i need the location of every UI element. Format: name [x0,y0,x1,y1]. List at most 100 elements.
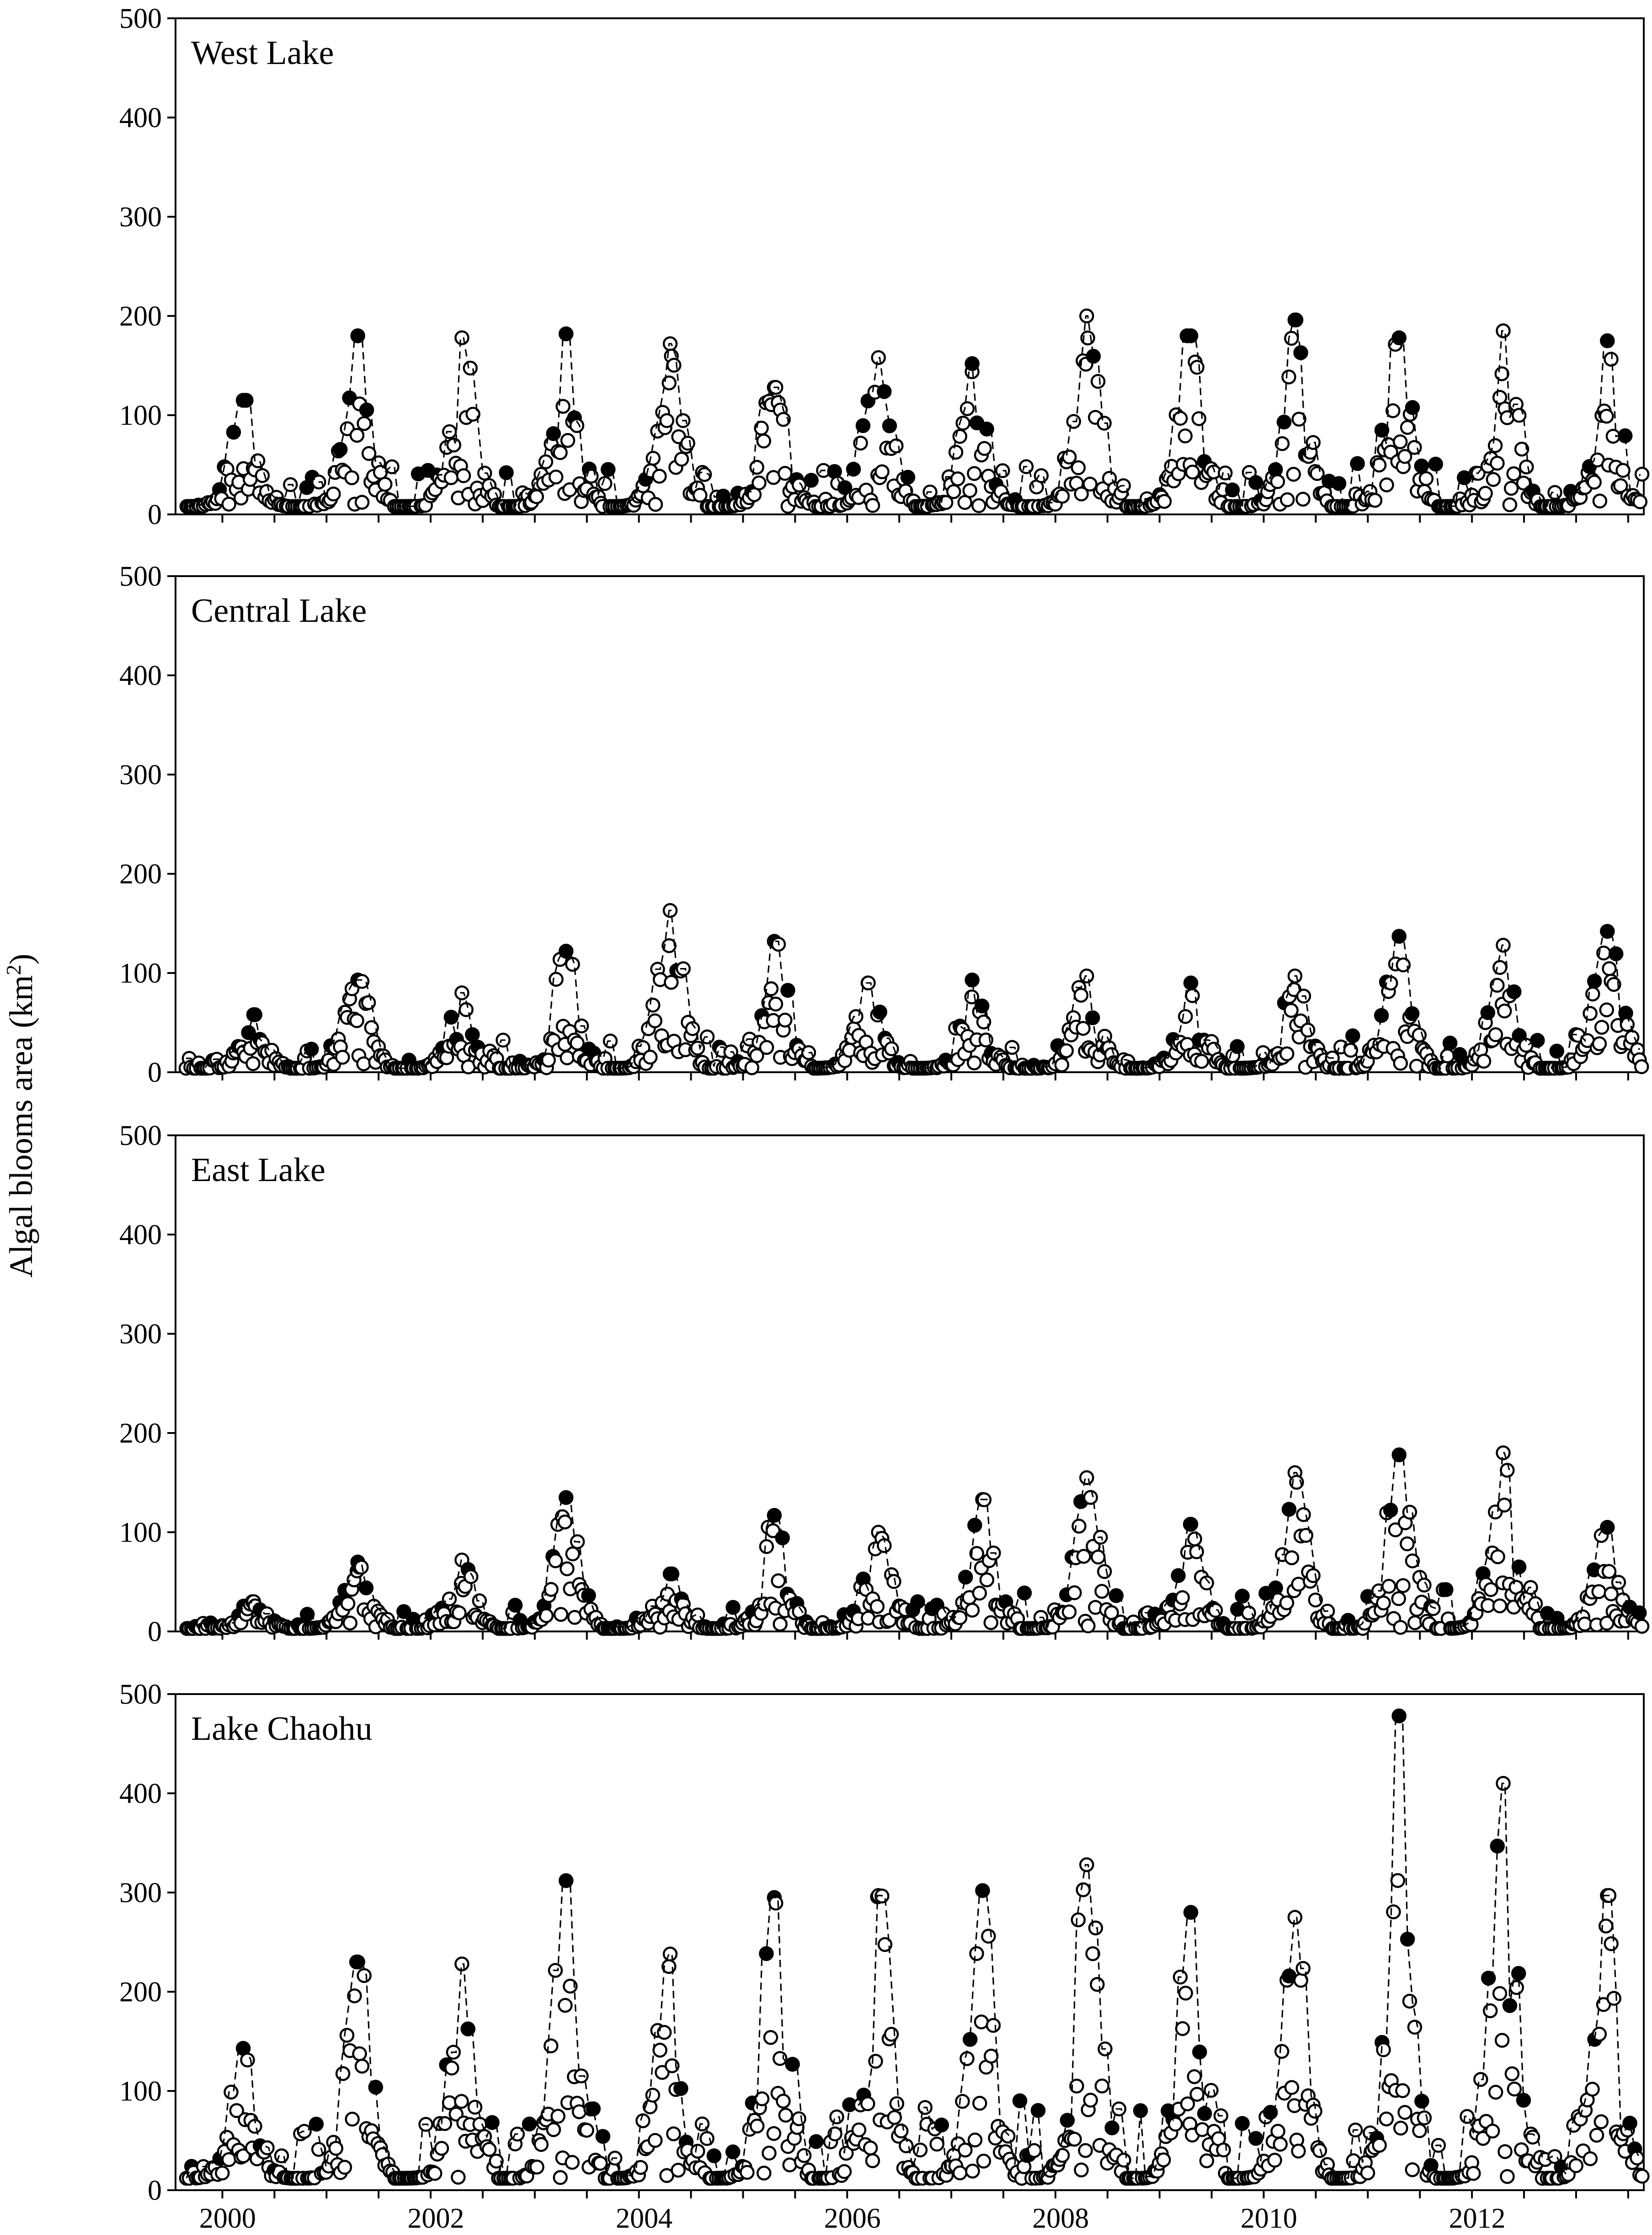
data-point-open [1592,1036,1607,1051]
data-point-open [347,1988,362,2004]
data-point-open [671,2162,686,2178]
data-point-open [378,476,393,492]
data-point-open [1191,411,1207,426]
data-point-open [342,1615,358,1631]
data-point-open [335,1050,350,1065]
data-point-open [955,2094,970,2109]
data-point-open [1592,493,1608,509]
data-point-open [345,2112,360,2127]
data-point-open [489,2154,504,2169]
data-point-open [1488,1027,1503,1043]
data-point-open [974,2014,989,2030]
data-point-open [929,2137,944,2152]
data-point-open [874,464,890,480]
data-point-filled [507,1598,523,1613]
data-point-open [1386,403,1401,418]
series-line [187,1452,1640,1631]
data-point-filled [877,384,892,399]
data-point-open [1199,2153,1215,2168]
y-tick-label: 0 [148,2175,162,2206]
panel-2: 500 400 300 200 100 0 Central Lake [119,561,1649,1088]
data-point-open [740,2165,755,2180]
data-point-open [889,2096,905,2112]
data-point-open [560,1050,575,1065]
data-point-open [1083,2092,1098,2108]
data-point-open [776,2094,791,2109]
data-point-open [1199,1575,1214,1591]
data-point-open [565,1546,581,1561]
data-point-filled [1480,1005,1496,1020]
data-point-open [645,998,661,1013]
data-point-open [1054,1057,1070,1073]
data-point-open [1300,1022,1316,1038]
data-point-open [756,433,772,449]
y-tick-label: 500 [119,1120,162,1151]
data-point-open [1393,2120,1408,2136]
data-point-open [1599,408,1614,424]
data-point-open [969,1946,984,1961]
data-point-open [452,1605,467,1620]
y-tick-label: 300 [119,202,162,233]
data-point-open [437,2116,453,2131]
data-point-open [1635,2169,1650,2184]
data-point-open [354,1560,369,1575]
data-point-open [1400,1536,1415,1551]
data-point-open [1284,1550,1300,1566]
data-point-open [759,1040,774,1055]
data-point-open [1630,2150,1645,2165]
y-axis-label: Algal blooms area (km2) [2,954,40,1278]
data-point-open [661,938,677,953]
data-point-open [837,2164,852,2179]
data-point-open [1090,1977,1105,1992]
data-point-open [751,475,767,491]
data-point-open [1488,2085,1503,2100]
data-point-open [1270,2123,1285,2139]
y-axis-label-sup: 2 [2,965,25,975]
data-point-open [1376,2042,1391,2058]
data-point-filled [1632,1605,1647,1620]
data-point-open [558,1998,573,2013]
data-point-open [666,2126,681,2141]
data-point-open [693,487,708,503]
data-point-open [1476,1053,1492,1069]
data-point-open [768,1895,783,1911]
data-point-filled [1108,1588,1124,1603]
data-point-open [1492,1986,1508,2001]
data-point-open [337,2160,352,2175]
y-tick-label: 100 [119,400,162,431]
data-point-open [1494,366,1509,381]
data-point-open [1172,411,1188,426]
data-point-open [1500,1463,1515,1478]
data-point-open [664,975,679,990]
data-point-open [481,2142,497,2157]
data-point-open [1291,412,1306,427]
data-point-open [1632,494,1648,509]
data-point-open [757,2165,772,2181]
data-point-open [773,2051,788,2066]
data-point-open [1076,1882,1091,1898]
y-tick-label: 300 [119,759,162,791]
data-point-open [356,1056,371,1071]
data-point-open [1492,1598,1508,1614]
y-tick-label: 200 [119,1418,162,1449]
data-point-open [1279,1595,1295,1610]
data-point-open [454,2094,469,2109]
data-point-open [1204,2083,1219,2098]
data-point-open [569,418,585,433]
data-point-open [384,459,400,475]
data-point-open [1568,2158,1584,2173]
data-point-open [1397,2105,1412,2120]
data-point-open [357,1968,372,1983]
y-tick-label: 300 [119,1877,162,1909]
data-point-open [1185,988,1200,1003]
data-point-open [1074,487,1089,502]
data-point-open [978,1032,994,1048]
data-point-filled [299,1607,315,1622]
y-tick-label: 100 [119,2076,162,2107]
data-points [179,1445,1650,1636]
data-point-open [894,2123,909,2139]
data-point-open [962,483,977,498]
data-point-open [354,2059,370,2074]
data-point-open [1189,359,1204,375]
data-point-open [1634,1059,1649,1075]
